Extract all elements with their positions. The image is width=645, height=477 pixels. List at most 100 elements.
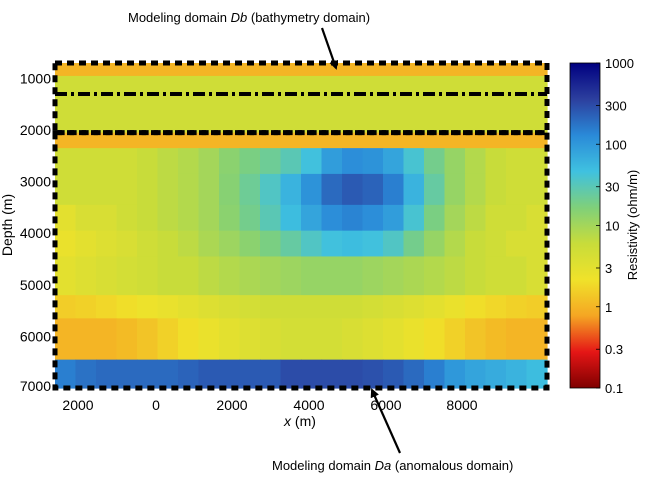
heatmap-cell-r9-c12 <box>301 318 323 361</box>
heatmap-cell-r0-c19 <box>444 63 466 77</box>
heatmap-cell-r2-c11 <box>280 132 302 149</box>
colorbar: 1000 300 100 30 10 3 1 0.3 0.1 Resistivity (ohm/m… <box>569 56 640 396</box>
heatmap-cell-r2-c15 <box>362 132 384 149</box>
heatmap-cell-r10-c17 <box>403 359 425 389</box>
heatmap-cell-r9-c17 <box>403 318 425 361</box>
heatmap-cell-r4-c4 <box>137 173 159 206</box>
heatmap-cell-r4-c20 <box>465 173 487 206</box>
heatmap-cell-r5-c15 <box>362 204 384 232</box>
heatmap-cell-r1-c21 <box>485 75 507 134</box>
heatmap-cell-r0-c7 <box>198 63 220 77</box>
colorbar-label: Resistivity (ohm/m) <box>625 170 640 281</box>
heatmap-cell-r7-c21 <box>485 256 507 296</box>
heatmap-cell-r2-c16 <box>383 132 405 149</box>
heatmap-cell-r3-c23 <box>526 148 548 175</box>
heatmap-cell-r8-c19 <box>444 295 466 319</box>
heatmap-cell-r3-c4 <box>137 148 159 175</box>
heatmap-cell-r5-c20 <box>465 204 487 232</box>
heatmap-cell-r7-c9 <box>239 256 261 296</box>
heatmap-cell-r4-c1 <box>75 173 97 206</box>
heatmap-cell-r5-c0 <box>55 204 77 232</box>
heatmap-cell-r3-c3 <box>116 148 138 175</box>
heatmap-cell-r0-c15 <box>362 63 384 77</box>
heatmap-cell-r4-c9 <box>239 173 261 206</box>
heatmap-cell-r9-c19 <box>444 318 466 361</box>
heatmap-cell-r0-c5 <box>157 63 179 77</box>
x-axis-unit: (m) <box>291 413 316 429</box>
heatmap-cell-r1-c10 <box>260 75 282 134</box>
heatmap-cell-r8-c16 <box>383 295 405 319</box>
heatmap-cell-r10-c8 <box>219 359 241 389</box>
heatmap-cells <box>55 63 548 389</box>
heatmap-cell-r3-c6 <box>178 148 200 175</box>
heatmap-cell-r6-c19 <box>444 230 466 258</box>
heatmap-cell-r0-c3 <box>116 63 138 77</box>
heatmap-cell-r7-c20 <box>465 256 487 296</box>
heatmap-cell-r7-c8 <box>219 256 241 296</box>
heatmap-cell-r7-c15 <box>362 256 384 296</box>
heatmap-cell-r0-c20 <box>465 63 487 77</box>
heatmap-cell-r1-c4 <box>137 75 159 134</box>
heatmap-cell-r10-c23 <box>526 359 548 389</box>
heatmap-cell-r5-c14 <box>342 204 364 232</box>
y-tick-label-5: 6000 <box>20 328 51 344</box>
heatmap-cell-r7-c4 <box>137 256 159 296</box>
heatmap-cell-r0-c21 <box>485 63 507 77</box>
heatmap-cell-r3-c14 <box>342 148 364 175</box>
arrow-db <box>320 27 338 70</box>
heatmap-cell-r4-c2 <box>96 173 118 206</box>
annotation-db-var: Db <box>230 10 248 25</box>
annotation-da-prefix: Modeling domain <box>272 458 375 473</box>
heatmap-cell-r9-c22 <box>506 318 528 361</box>
heatmap-cell-r6-c5 <box>157 230 179 258</box>
heatmap-cell-r7-c22 <box>506 256 528 296</box>
heatmap-cell-r6-c8 <box>219 230 241 258</box>
heatmap-cell-r7-c16 <box>383 256 405 296</box>
heatmap-cell-r3-c1 <box>75 148 97 175</box>
heatmap-cell-r5-c2 <box>96 204 118 232</box>
heatmap-cell-r2-c4 <box>137 132 159 149</box>
heatmap-cell-r8-c18 <box>424 295 446 319</box>
heatmap-cell-r0-c1 <box>75 63 97 77</box>
heatmap-cell-r3-c15 <box>362 148 384 175</box>
heatmap-cell-r2-c23 <box>526 132 548 149</box>
heatmap-cell-r3-c10 <box>260 148 282 175</box>
x-axis-var: x <box>283 413 292 429</box>
colorbar-tick-label-4: 10 <box>605 219 619 234</box>
x-tick-label-4: 6000 <box>370 397 401 413</box>
x-tick-label-1: 0 <box>152 397 160 413</box>
heatmap-cell-r9-c20 <box>465 318 487 361</box>
colorbar-tick-label-6: 1 <box>605 300 612 315</box>
heatmap-cell-r9-c6 <box>178 318 200 361</box>
heatmap-cell-r4-c16 <box>383 173 405 206</box>
heatmap-cell-r6-c6 <box>178 230 200 258</box>
annotation-db-prefix: Modeling domain <box>128 10 231 25</box>
heatmap-cell-r5-c4 <box>137 204 159 232</box>
heatmap-cell-r10-c0 <box>55 359 77 389</box>
heatmap-cell-r6-c21 <box>485 230 507 258</box>
heatmap-cell-r1-c8 <box>219 75 241 134</box>
heatmap-cell-r8-c0 <box>55 295 77 319</box>
heatmap-cell-r5-c1 <box>75 204 97 232</box>
heatmap-cell-r9-c3 <box>116 318 138 361</box>
heatmap-cell-r10-c4 <box>137 359 159 389</box>
heatmap-cell-r4-c17 <box>403 173 425 206</box>
heatmap-cell-r8-c17 <box>403 295 425 319</box>
heatmap-cell-r2-c3 <box>116 132 138 149</box>
heatmap-cell-r2-c2 <box>96 132 118 149</box>
heatmap-cell-r5-c7 <box>198 204 220 232</box>
heatmap-cell-r7-c23 <box>526 256 548 296</box>
heatmap-cell-r7-c5 <box>157 256 179 296</box>
heatmap-cell-r6-c0 <box>55 230 77 258</box>
heatmap-cell-r6-c11 <box>280 230 302 258</box>
heatmap-cell-r6-c10 <box>260 230 282 258</box>
heatmap-cell-r4-c21 <box>485 173 507 206</box>
heatmap-cell-r1-c17 <box>403 75 425 134</box>
heatmap-cell-r5-c21 <box>485 204 507 232</box>
heatmap-cell-r2-c0 <box>55 132 77 149</box>
heatmap-cell-r0-c17 <box>403 63 425 77</box>
y-axis-label: Depth (m) <box>0 194 15 256</box>
heatmap-cell-r2-c17 <box>403 132 425 149</box>
heatmap-cell-r10-c11 <box>280 359 302 389</box>
heatmap-cell-r3-c9 <box>239 148 261 175</box>
